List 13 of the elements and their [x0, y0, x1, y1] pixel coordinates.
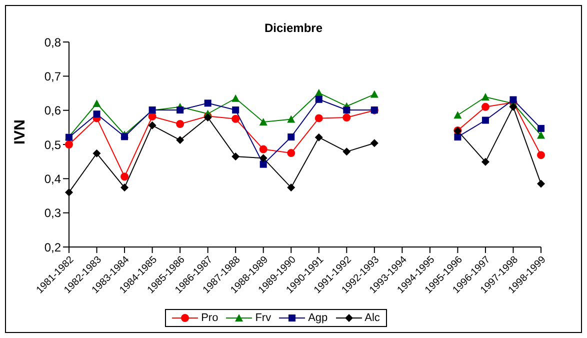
y-axis-title: IVN: [11, 119, 28, 144]
y-tick-label: 0,8: [44, 35, 62, 50]
y-tick-label: 0,2: [44, 240, 62, 254]
y-tick-label: 0,5: [44, 138, 62, 152]
legend-label: Frv: [255, 312, 272, 324]
y-tick-label: 0,7: [44, 69, 62, 84]
chart-title: Diciembre: [263, 21, 324, 37]
y-tick-label: 0,6: [44, 104, 62, 118]
y-tick-label: 0,4: [44, 172, 62, 186]
legend-label: Agp: [308, 312, 328, 324]
y-tick-label: 0,3: [44, 206, 62, 220]
legend-label: Pro: [201, 312, 218, 324]
legend-label: Alc: [364, 312, 380, 324]
